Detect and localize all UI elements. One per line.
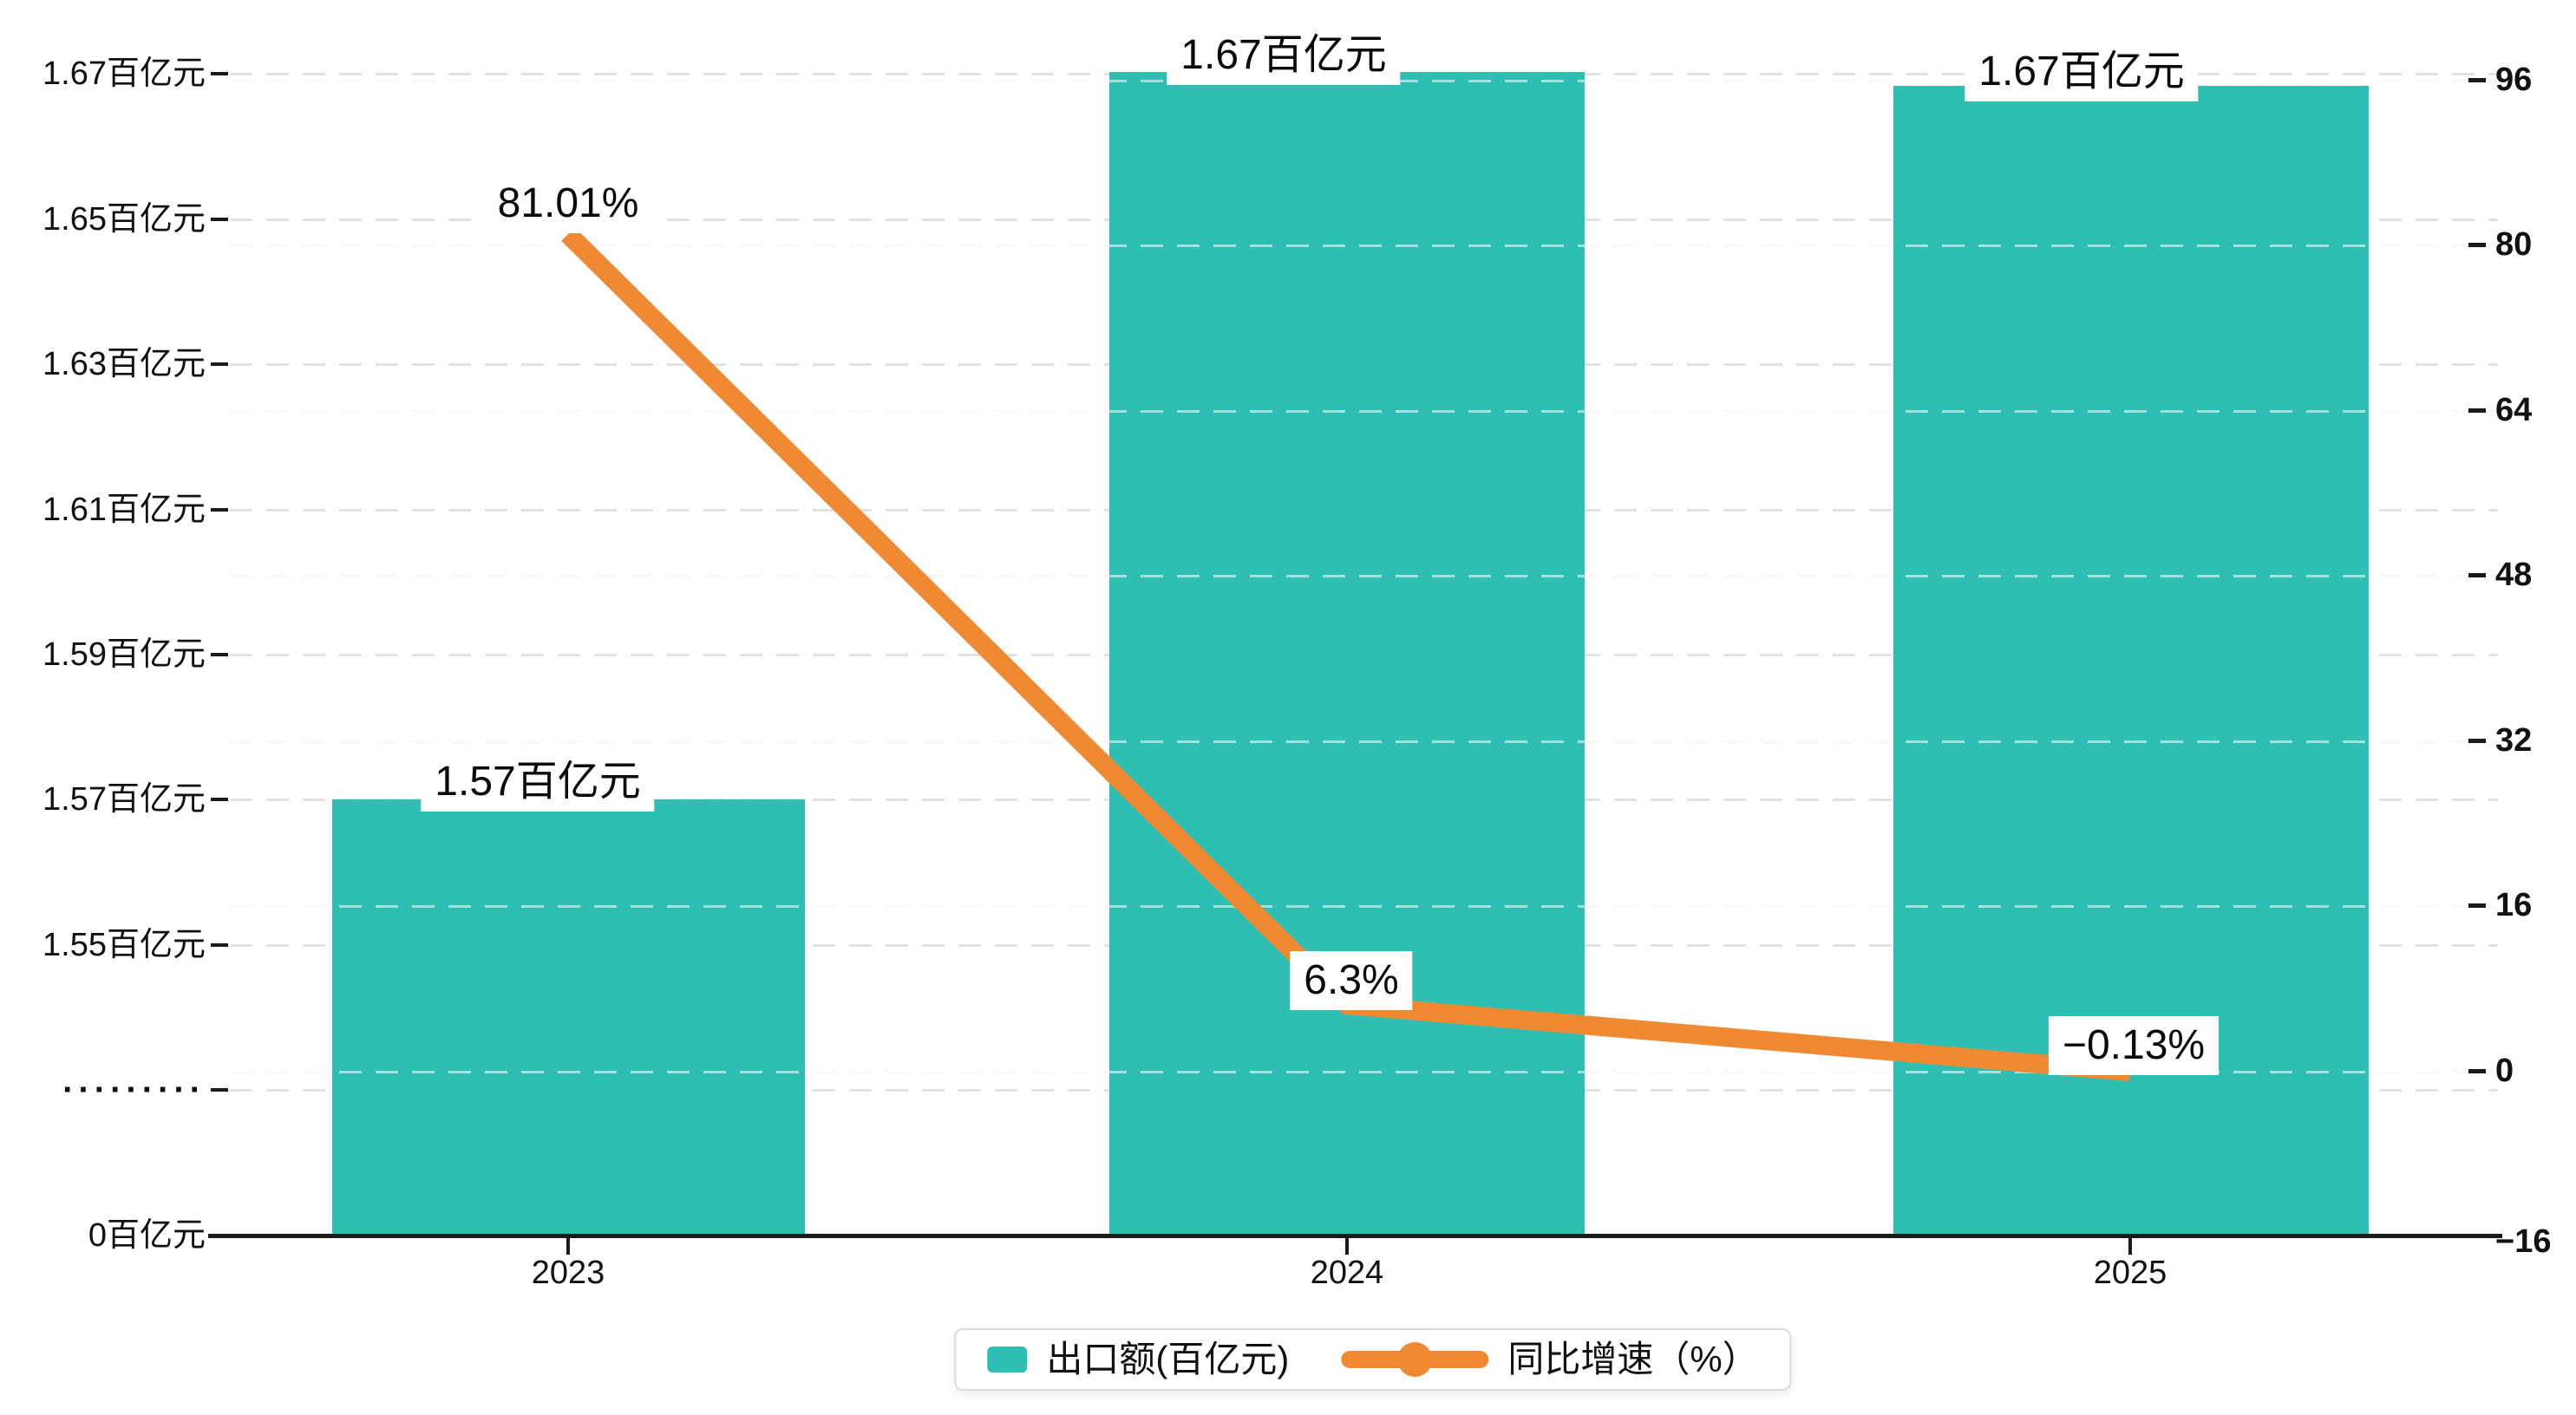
left-axis-tick xyxy=(211,798,228,801)
left-axis-label: 1.57百亿元 xyxy=(42,781,206,818)
left-axis-tick xyxy=(211,362,228,366)
left-axis-tick xyxy=(211,218,228,221)
left-axis-tick xyxy=(211,653,228,656)
left-axis-label: 1.55百亿元 xyxy=(42,927,206,963)
bar-value-label-2023: 1.57百亿元 xyxy=(421,753,655,812)
legend-item-growth[interactable]: 同比增速（%） xyxy=(1341,1339,1759,1379)
left-axis-tick xyxy=(211,72,228,75)
bar-series-swatch-icon xyxy=(987,1347,1028,1373)
right-axis-tick xyxy=(2468,1234,2486,1238)
x-axis-label-2023: 2023 xyxy=(531,1255,605,1291)
x-axis-tick xyxy=(2128,1238,2132,1255)
right-axis-tick xyxy=(2468,1069,2486,1073)
left-axis-label: 1.59百亿元 xyxy=(42,636,206,673)
right-axis-label: 48 xyxy=(2495,557,2533,593)
right-axis-tick xyxy=(2468,243,2486,247)
left-axis-tick xyxy=(211,943,228,947)
bar-value-label-2024: 1.67百亿元 xyxy=(1167,26,1401,85)
left-axis-label: 1.61百亿元 xyxy=(42,492,206,528)
left-axis-label: 0百亿元 xyxy=(88,1217,206,1254)
left-axis-label: 1.65百亿元 xyxy=(42,201,206,238)
bar-2023[interactable] xyxy=(332,799,805,1236)
left-axis-label: 1.67百亿元 xyxy=(42,55,206,92)
left-axis-break-label: ········· xyxy=(62,1071,206,1109)
x-axis-line xyxy=(208,1234,2502,1238)
right-axis-label: −16 xyxy=(2495,1223,2552,1260)
right-axis-tick xyxy=(2468,903,2486,908)
right-axis-tick xyxy=(2468,408,2486,413)
right-axis-label: 0 xyxy=(2495,1053,2514,1089)
left-axis-tick xyxy=(211,508,228,512)
x-axis-label-2025: 2025 xyxy=(2093,1255,2167,1291)
legend-label-export: 出口额(百亿元) xyxy=(1046,1339,1290,1379)
right-axis-label: 96 xyxy=(2495,62,2533,98)
line-value-label-2023: 81.01% xyxy=(483,174,653,233)
right-axis-tick xyxy=(2468,78,2486,82)
right-axis-label: 32 xyxy=(2495,722,2533,759)
x-axis-label-2024: 2024 xyxy=(1310,1255,1384,1291)
right-axis-tick xyxy=(2468,739,2486,743)
line-value-label-2024: 6.3% xyxy=(1290,951,1413,1010)
bar-2024[interactable] xyxy=(1109,72,1585,1236)
left-axis-tick xyxy=(211,1088,228,1092)
x-axis-tick xyxy=(1345,1238,1349,1255)
right-axis-label: 80 xyxy=(2495,226,2533,263)
legend-item-export[interactable]: 出口额(百亿元) xyxy=(987,1340,1289,1379)
x-axis-tick xyxy=(566,1238,570,1255)
line-series-marker-icon xyxy=(1341,1342,1489,1377)
left-axis-tick xyxy=(211,1234,228,1237)
bar-value-label-2025: 1.67百亿元 xyxy=(1965,42,2199,101)
legend: 出口额(百亿元) 同比增速（%） xyxy=(954,1328,1792,1391)
left-axis-label: 1.63百亿元 xyxy=(42,346,206,382)
line-value-label-2025: −0.13% xyxy=(2048,1016,2220,1075)
right-axis-tick xyxy=(2468,573,2486,577)
right-axis-label: 64 xyxy=(2495,392,2533,428)
legend-label-growth: 同比增速（%） xyxy=(1507,1339,1759,1379)
right-axis-label: 16 xyxy=(2495,887,2533,923)
